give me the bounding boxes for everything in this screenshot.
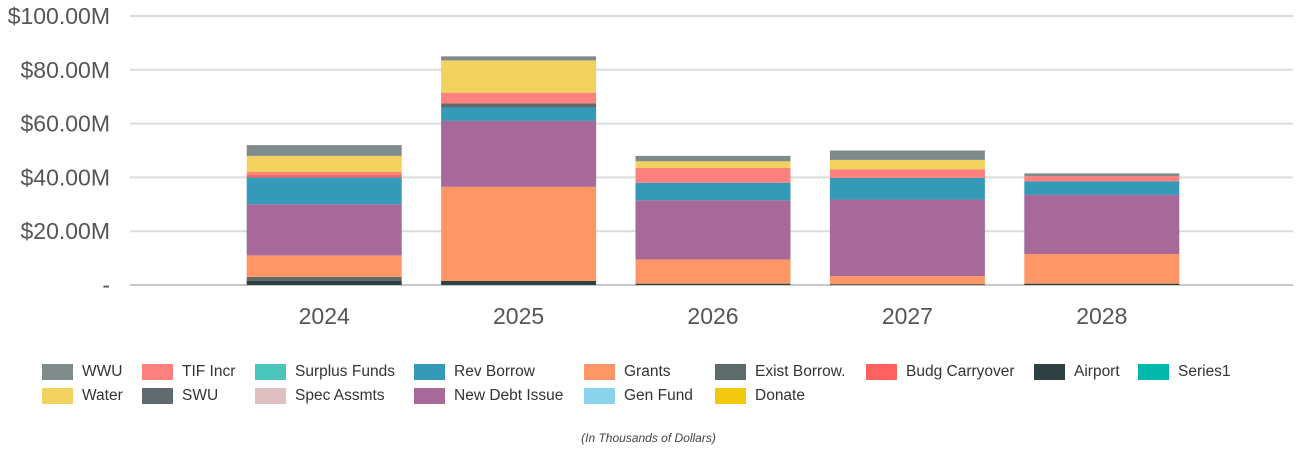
- legend-item-rev-borrow[interactable]: Rev Borrow: [414, 363, 584, 381]
- legend-label: Rev Borrow: [454, 363, 535, 380]
- bar-segment-wwu-2028: [1024, 173, 1180, 177]
- legend-label: Airport: [1074, 363, 1120, 380]
- bar-segment-airport-2026: [635, 283, 791, 285]
- bar-segment-tif-incr-2025: [441, 92, 597, 104]
- bar-segment-swu-2025: [441, 103, 597, 108]
- legend-swatch: [584, 364, 615, 380]
- x-tick-label: 2024: [299, 303, 350, 329]
- y-tick-label: $80.00M: [20, 57, 110, 83]
- bar-segment-new-debt-issue-2028: [1024, 194, 1180, 255]
- y-tick-label: $60.00M: [20, 111, 110, 137]
- bar-segment-wwu-2026: [635, 155, 791, 162]
- legend-label: Donate: [755, 387, 805, 404]
- bar-segment-new-debt-issue-2027: [829, 199, 985, 277]
- legend-swatch: [1138, 364, 1169, 380]
- bar-segment-exist-borrow-2024: [246, 276, 402, 281]
- bar-segment-rev-borrow-2027: [829, 177, 985, 200]
- bar-segment-new-debt-issue-2024: [246, 204, 402, 256]
- bar-segment-wwu-2027: [829, 150, 985, 160]
- legend-item-wwu[interactable]: WWU: [42, 363, 142, 381]
- legend-item-budg-carryover[interactable]: Budg Carryover: [866, 363, 1034, 381]
- bar-segment-water-2025: [441, 60, 597, 93]
- bar-segment-grants-2025: [441, 186, 597, 281]
- legend-item-spec-assmts[interactable]: Spec Assmts: [255, 387, 414, 405]
- bar-segment-tif-incr-2026: [635, 167, 791, 183]
- bar-segment-tif-incr-2028: [1024, 176, 1180, 182]
- legend-label: Exist Borrow.: [755, 363, 846, 380]
- legend-label: Water: [82, 387, 123, 404]
- bar-segment-rev-borrow-2024: [246, 177, 402, 205]
- x-tick-label: 2025: [493, 303, 544, 329]
- legend: WWU TIF Incr Surplus Funds Rev Borrow Gr…: [42, 360, 1292, 408]
- legend-swatch: [715, 388, 746, 404]
- legend-item-tif-incr[interactable]: TIF Incr: [142, 363, 255, 381]
- y-tick-label: -: [102, 272, 110, 298]
- legend-swatch: [414, 364, 445, 380]
- legend-swatch: [414, 388, 445, 404]
- bar-segment-wwu-2025: [441, 56, 597, 61]
- legend-label: WWU: [82, 363, 123, 380]
- bar-segment-airport-2027: [829, 284, 985, 285]
- y-tick-label: $100.00M: [8, 3, 110, 29]
- legend-item-donate[interactable]: Donate: [715, 387, 866, 405]
- legend-item-new-debt-issue[interactable]: New Debt Issue: [414, 387, 584, 405]
- bar-segment-new-debt-issue-2025: [441, 120, 597, 187]
- legend-swatch: [42, 364, 73, 380]
- bar-segment-rev-borrow-2028: [1024, 181, 1180, 195]
- legend-item-surplus-funds[interactable]: Surplus Funds: [255, 363, 414, 381]
- bar-segment-tif-incr-2027: [829, 169, 985, 178]
- chart-caption: (In Thousands of Dollars): [581, 431, 716, 445]
- x-tick-label: 2027: [882, 303, 933, 329]
- legend-label: Grants: [624, 363, 671, 380]
- bar-segment-airport-2024: [246, 280, 402, 285]
- y-tick-label: $20.00M: [20, 218, 110, 244]
- legend-label: Surplus Funds: [295, 363, 395, 380]
- legend-label: TIF Incr: [182, 363, 236, 380]
- bar-segment-wwu-2024: [246, 145, 402, 156]
- legend-swatch: [584, 388, 615, 404]
- legend-item-airport[interactable]: Airport: [1034, 363, 1138, 381]
- legend-item-grants[interactable]: Grants: [584, 363, 715, 381]
- bar-segment-water-2024: [246, 155, 402, 173]
- bar-segment-grants-2024: [246, 255, 402, 277]
- bar-segment-water-2027: [829, 159, 985, 170]
- legend-item-series1[interactable]: Series1: [1138, 363, 1238, 381]
- x-tick-label: 2028: [1076, 303, 1127, 329]
- legend-row-2: Water SWU Spec Assmts New Debt Issue Gen…: [42, 384, 1292, 408]
- legend-label: Budg Carryover: [906, 363, 1015, 380]
- bar-segment-grants-2027: [829, 276, 985, 285]
- bar-segment-airport-2025: [441, 280, 597, 285]
- legend-swatch: [142, 364, 173, 380]
- legend-swatch: [1034, 364, 1065, 380]
- bar-segment-airport-2028: [1024, 283, 1180, 285]
- bar-segment-budg-carryover-2024: [246, 174, 402, 178]
- legend-item-exist-borrow[interactable]: Exist Borrow.: [715, 363, 866, 381]
- legend-swatch: [255, 364, 286, 380]
- bar-segment-grants-2028: [1024, 254, 1180, 284]
- legend-swatch: [255, 388, 286, 404]
- bar-segment-rev-borrow-2026: [635, 182, 791, 201]
- legend-label: Series1: [1178, 363, 1231, 380]
- stacked-bar-chart: - $20.00M $40.00M $60.00M $80.00M $100.00M 202…: [8, 3, 1293, 329]
- legend-item-gen-fund[interactable]: Gen Fund: [584, 387, 715, 405]
- x-tick-label: 2026: [687, 303, 738, 329]
- bar-segment-water-2026: [635, 161, 791, 168]
- legend-label: SWU: [182, 387, 219, 404]
- legend-swatch: [142, 388, 173, 404]
- legend-row-1: WWU TIF Incr Surplus Funds Rev Borrow Gr…: [42, 360, 1292, 384]
- bar-segment-rev-borrow-2025: [441, 107, 597, 121]
- legend-swatch: [42, 388, 73, 404]
- legend-swatch: [866, 364, 897, 380]
- legend-label: Spec Assmts: [295, 387, 385, 404]
- bar-segment-tif-incr-2024: [246, 172, 402, 175]
- legend-item-swu[interactable]: SWU: [142, 387, 255, 405]
- legend-item-water[interactable]: Water: [42, 387, 142, 405]
- legend-swatch: [715, 364, 746, 380]
- legend-label: New Debt Issue: [454, 387, 564, 404]
- legend-label: Gen Fund: [624, 387, 693, 404]
- bar-segment-grants-2026: [635, 259, 791, 284]
- bar-segment-new-debt-issue-2026: [635, 200, 791, 260]
- y-tick-label: $40.00M: [20, 164, 110, 190]
